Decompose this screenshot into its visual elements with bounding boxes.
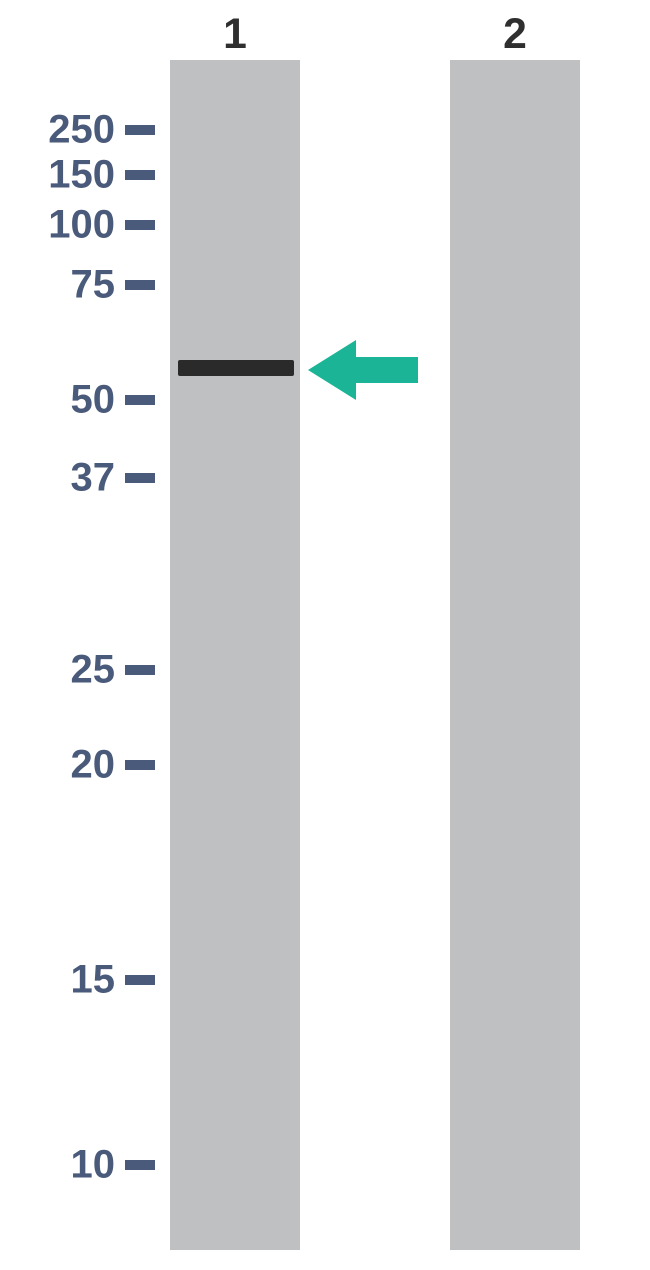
target-band-arrow-icon <box>308 340 418 400</box>
lane-label-2: 2 <box>450 10 580 59</box>
mw-tick-250 <box>125 125 155 135</box>
mw-tick-50 <box>125 395 155 405</box>
lane-2 <box>450 60 580 1250</box>
mw-label-37: 37 <box>71 456 116 501</box>
mw-label-25: 25 <box>71 648 116 693</box>
mw-label-50: 50 <box>71 378 116 423</box>
mw-tick-75 <box>125 280 155 290</box>
mw-tick-15 <box>125 975 155 985</box>
mw-tick-20 <box>125 760 155 770</box>
band-lane1-0 <box>178 360 294 376</box>
mw-label-20: 20 <box>71 743 116 788</box>
mw-tick-100 <box>125 220 155 230</box>
mw-label-15: 15 <box>71 958 116 1003</box>
mw-tick-37 <box>125 473 155 483</box>
lane-label-1: 1 <box>170 10 300 59</box>
mw-tick-25 <box>125 665 155 675</box>
mw-label-150: 150 <box>48 153 115 198</box>
mw-label-250: 250 <box>48 108 115 153</box>
mw-tick-10 <box>125 1160 155 1170</box>
mw-label-75: 75 <box>71 263 116 308</box>
lane-1 <box>170 60 300 1250</box>
western-blot-figure: 1 2 250150 100 75 50 37 25 20 15 10 <box>0 0 650 1270</box>
mw-label-100: 100 <box>48 203 115 248</box>
mw-label-10: 10 <box>71 1143 116 1188</box>
mw-tick-150 <box>125 170 155 180</box>
